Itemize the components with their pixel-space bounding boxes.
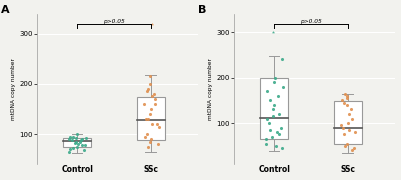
Point (344, 97, 350, 100)
Point (342, 92, 348, 95)
Point (276, 133, 283, 136)
Point (270, 115, 276, 118)
Point (278, 126, 285, 129)
Point (342, 144, 348, 147)
Point (82, 137, 89, 140)
Point (70, 147, 77, 149)
Bar (334, 101, 362, 144)
Point (344, 103, 350, 106)
Point (273, 144, 279, 147)
Point (267, 129, 273, 131)
Point (349, 149, 356, 152)
Point (81, 144, 88, 147)
Point (350, 147, 357, 150)
Y-axis label: mtDNA copy number: mtDNA copy number (208, 58, 213, 120)
Point (279, 58, 285, 61)
Point (144, 133, 150, 136)
Point (274, 131, 280, 134)
Point (149, 95, 155, 98)
Point (270, 31, 276, 33)
Point (270, 108, 276, 111)
Point (267, 99, 273, 102)
Point (155, 143, 161, 145)
Point (77, 140, 83, 143)
Point (143, 118, 149, 120)
Point (263, 117, 270, 120)
Point (155, 125, 162, 128)
Point (74, 145, 80, 148)
Point (153, 123, 160, 125)
Point (66, 138, 73, 140)
Point (340, 101, 347, 104)
Text: p>0.05: p>0.05 (103, 19, 125, 24)
Point (152, 98, 158, 100)
Point (72, 142, 78, 145)
Point (345, 122, 351, 125)
Point (279, 85, 286, 88)
Point (66, 148, 73, 150)
Point (147, 112, 154, 115)
Point (147, 82, 153, 85)
Point (344, 94, 351, 97)
Point (147, 75, 153, 78)
Point (149, 123, 156, 125)
Point (263, 138, 269, 140)
Point (141, 103, 147, 105)
Point (152, 103, 158, 105)
Point (70, 135, 76, 138)
Point (79, 144, 86, 147)
Point (347, 108, 354, 111)
Point (263, 142, 269, 145)
Point (344, 142, 350, 145)
Point (269, 135, 275, 138)
Point (78, 139, 84, 141)
Point (279, 147, 285, 150)
Point (349, 117, 355, 120)
Point (338, 124, 344, 127)
Point (147, 140, 154, 143)
Bar (137, 98, 164, 140)
Point (69, 139, 75, 141)
Text: B: B (198, 5, 207, 15)
Point (352, 131, 358, 134)
Point (142, 135, 149, 138)
Point (271, 103, 277, 106)
Point (74, 133, 80, 136)
Point (65, 150, 72, 153)
Point (75, 143, 81, 145)
Bar (260, 78, 288, 139)
Point (79, 138, 85, 140)
Point (148, 138, 155, 140)
Point (345, 129, 352, 131)
Point (145, 118, 152, 120)
Point (145, 87, 151, 90)
Point (73, 140, 79, 143)
Point (81, 149, 87, 152)
Point (346, 112, 352, 115)
Point (275, 94, 281, 97)
Point (341, 133, 348, 136)
Bar (63, 138, 91, 147)
Text: A: A (1, 5, 10, 15)
Point (339, 99, 346, 102)
Point (271, 81, 277, 84)
Point (271, 76, 278, 79)
Text: p>0.05: p>0.05 (300, 19, 322, 24)
Point (266, 122, 272, 125)
Point (148, 107, 154, 110)
Point (144, 90, 150, 93)
Point (148, 22, 155, 25)
Point (150, 93, 157, 95)
Y-axis label: mtDNA copy number: mtDNA copy number (11, 58, 16, 120)
Point (67, 135, 73, 138)
Point (145, 145, 152, 148)
Point (340, 126, 346, 129)
Point (276, 112, 282, 115)
Point (263, 90, 270, 93)
Point (73, 137, 79, 140)
